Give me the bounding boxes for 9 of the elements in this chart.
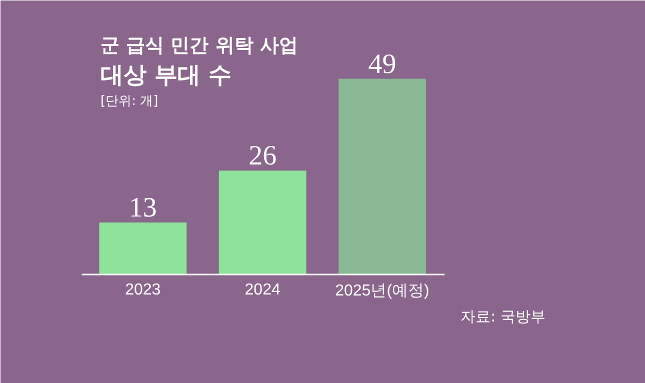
data-label: 26 — [248, 140, 277, 172]
text: [단위: 개] — [100, 94, 158, 109]
data-label: 49 — [368, 48, 396, 80]
data-label: 13 — [128, 192, 157, 224]
x-tick-label: 2024 — [244, 281, 280, 298]
x-tick-label: 2025년(예정) — [335, 282, 430, 300]
text: 자료: 국방부 — [460, 308, 546, 326]
x-tick-label: 2023 — [125, 281, 161, 298]
chart-title: 군 급식 민간 위탁 사업 대상 부대 수 — [100, 34, 298, 88]
